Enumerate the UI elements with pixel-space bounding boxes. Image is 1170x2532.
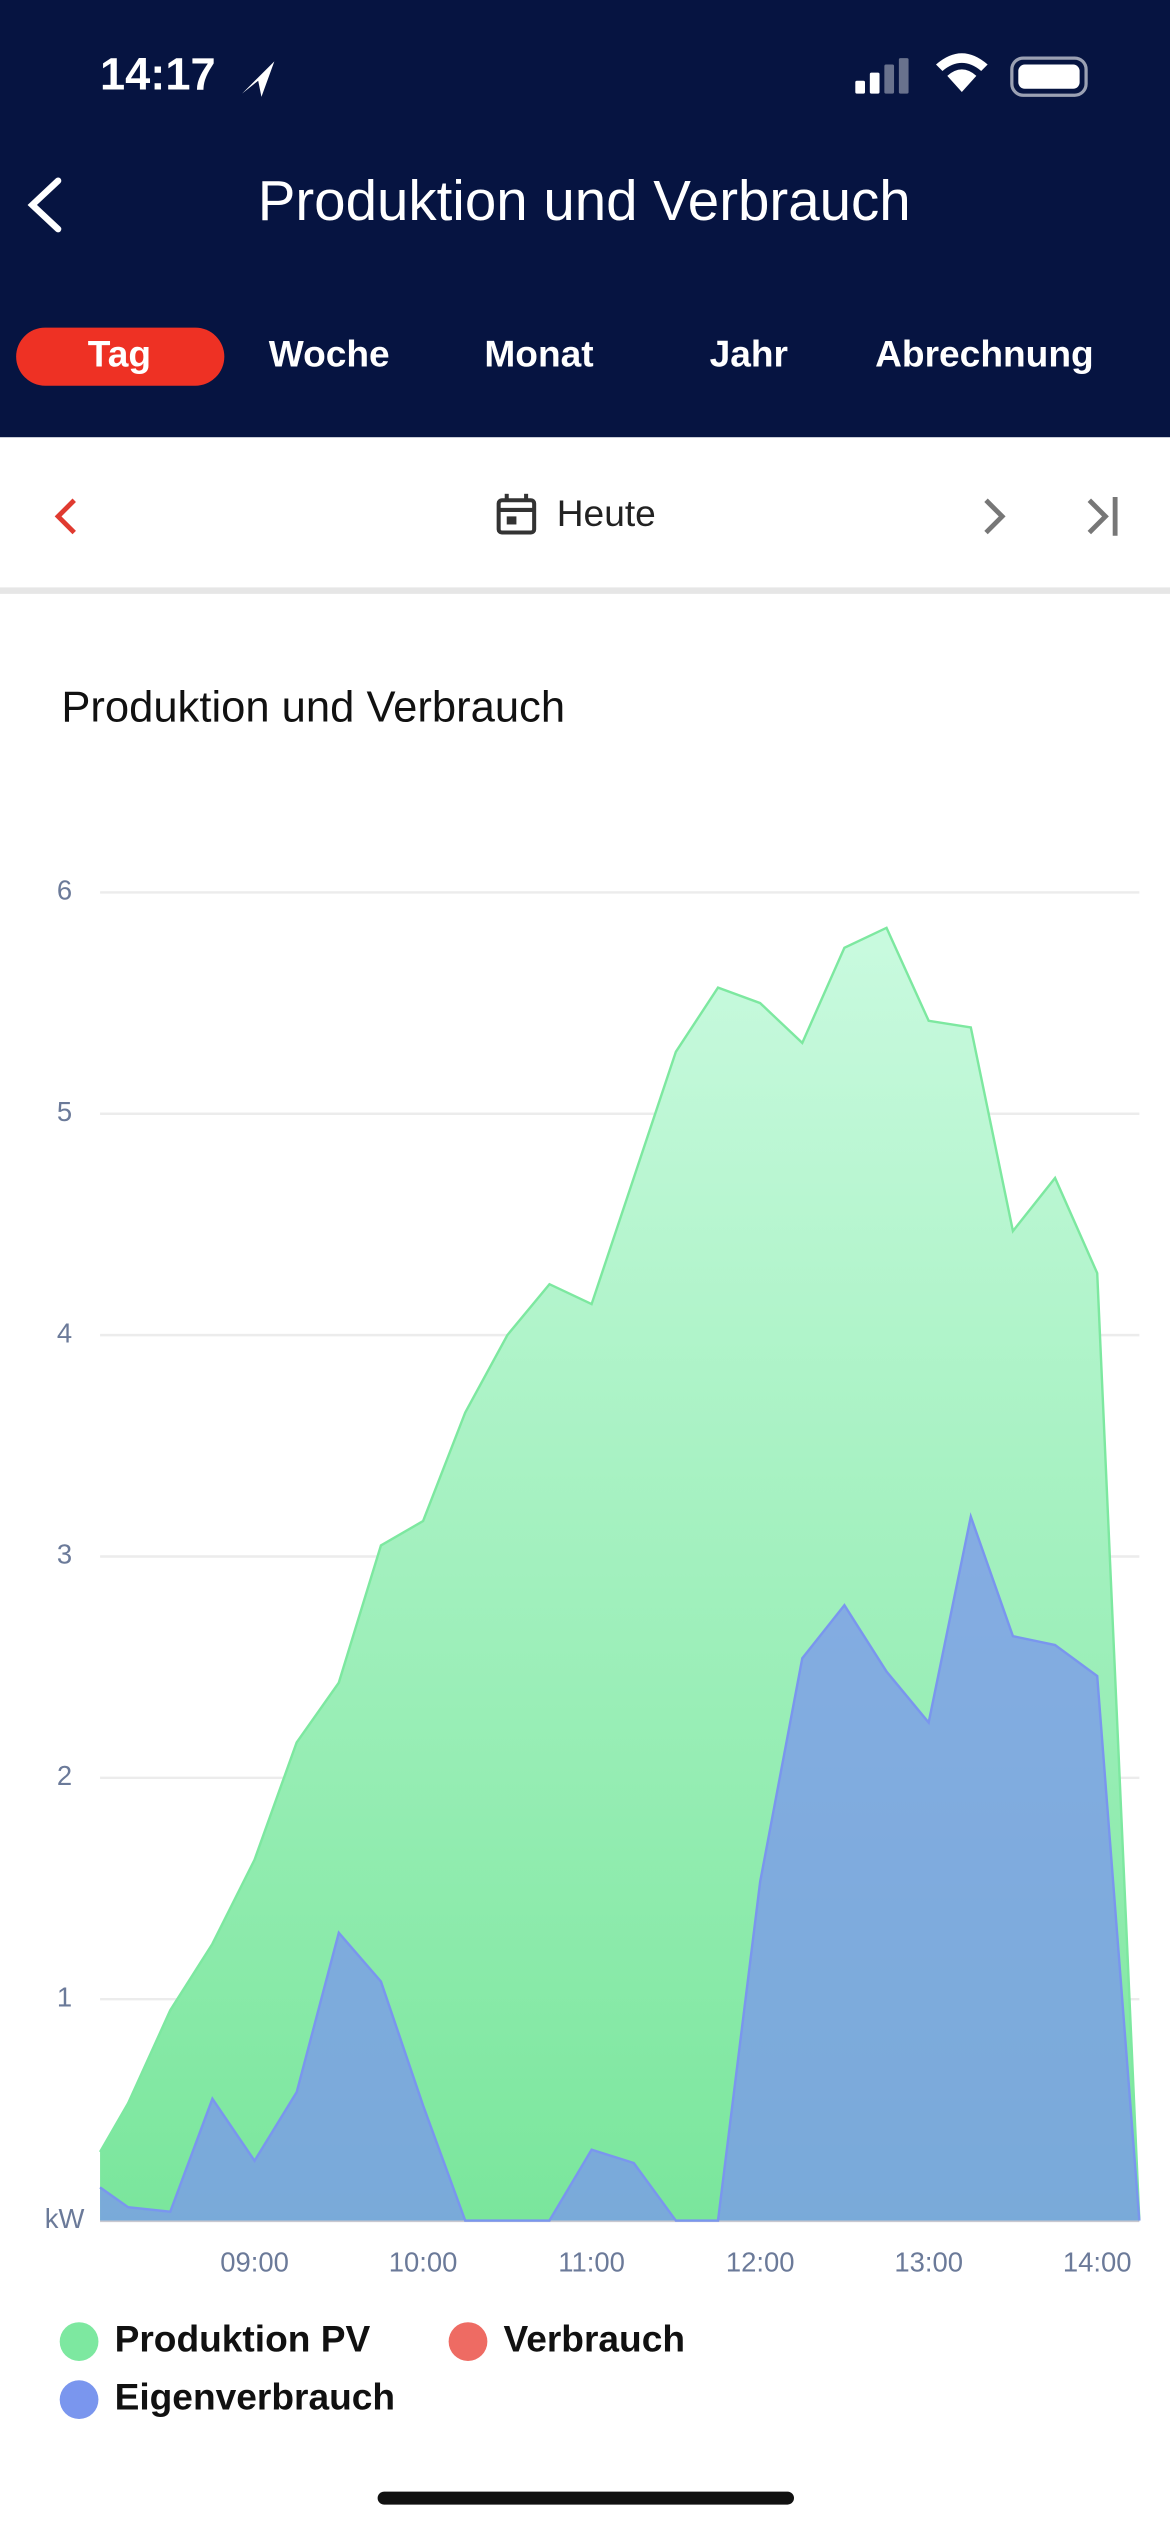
x-tick-label: 14:00 xyxy=(1063,2246,1132,2277)
y-tick-label: 5 xyxy=(57,1096,72,1127)
calendar-dot xyxy=(506,516,517,525)
battery-icon xyxy=(1010,56,1088,97)
legend-swatch xyxy=(448,2322,488,2361)
tab-bar: Tag Woche Monat Jahr Abrechnung xyxy=(16,327,1094,386)
x-tick-label: 11:00 xyxy=(558,2246,625,2277)
tab[interactable]: Tag xyxy=(88,332,151,374)
legend-label[interactable]: Verbrauch xyxy=(504,2317,686,2359)
tab[interactable]: Monat xyxy=(484,332,593,374)
prev-button[interactable] xyxy=(54,498,76,535)
legend-label[interactable]: Produktion PV xyxy=(115,2317,371,2359)
battery-level xyxy=(1018,64,1080,89)
x-tick-label: 10:00 xyxy=(389,2246,458,2277)
y-tick-label: 1 xyxy=(57,1981,72,2012)
header-title: Produktion und Verbrauch xyxy=(258,169,911,232)
legend-swatch xyxy=(59,2380,99,2420)
x-tick-label: 12:00 xyxy=(726,2246,795,2277)
tab[interactable]: Abrechnung xyxy=(875,332,1094,374)
chart-title: Produktion und Verbrauch xyxy=(61,684,565,732)
x-tick-label: 09:00 xyxy=(220,2246,289,2277)
location-icon xyxy=(242,61,275,97)
date-nav-bg xyxy=(0,437,1170,590)
area-line xyxy=(99,1512,1141,2222)
calendar-icon xyxy=(496,493,537,535)
y-tick-label: 4 xyxy=(57,1317,72,1348)
legend-swatch xyxy=(59,2322,99,2361)
y-tick-label: kW xyxy=(45,2203,85,2234)
last-button[interactable] xyxy=(1087,497,1118,536)
signal-icon xyxy=(855,58,909,94)
area-fill xyxy=(100,1516,1140,2221)
status-time: 14:17 xyxy=(100,48,216,99)
x-tick-label: 13:00 xyxy=(894,2246,963,2277)
area-line xyxy=(99,926,1141,2221)
tab[interactable]: Jahr xyxy=(710,332,788,374)
next-button[interactable] xyxy=(984,498,1006,535)
y-tick-label: 3 xyxy=(57,1539,72,1570)
y-tick-label: 6 xyxy=(57,875,72,906)
home-indicator xyxy=(377,2491,794,2505)
date-label[interactable]: Heute xyxy=(557,492,656,534)
active-tab-pill xyxy=(16,327,225,386)
wifi-icon xyxy=(936,53,988,92)
legend-label[interactable]: Eigenverbrauch xyxy=(115,2375,395,2417)
y-tick-label: 2 xyxy=(57,1760,72,1791)
divider xyxy=(0,587,1170,594)
tab[interactable]: Woche xyxy=(269,332,390,374)
back-button[interactable] xyxy=(27,177,62,233)
